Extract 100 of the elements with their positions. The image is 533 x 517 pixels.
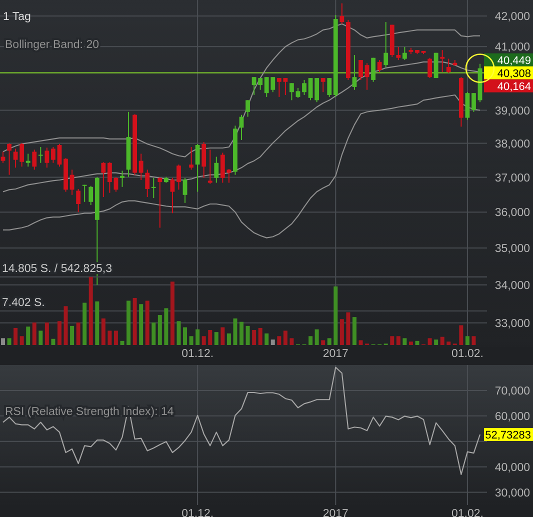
y-tick-label: 30,000 xyxy=(494,487,530,500)
bar xyxy=(51,338,56,345)
bar xyxy=(183,327,188,345)
y-tick-label: 34,000 xyxy=(494,280,530,292)
bar xyxy=(415,340,420,345)
x-tick-label: 01.12. xyxy=(182,348,214,360)
y-tick-label: 35,000 xyxy=(494,242,530,255)
candlestick xyxy=(314,78,320,103)
x-tick-label: 2017 xyxy=(322,348,348,360)
candlestick xyxy=(7,142,12,176)
bar xyxy=(340,319,344,345)
bar xyxy=(44,322,49,345)
candlestick xyxy=(145,169,150,198)
candlestick xyxy=(26,153,30,168)
candlestick xyxy=(290,82,294,101)
candlestick xyxy=(308,78,313,101)
x-tick-label: 01.02. xyxy=(451,508,484,517)
bar xyxy=(459,325,464,345)
bar xyxy=(233,318,238,345)
bar xyxy=(1,338,5,345)
bar xyxy=(76,322,80,345)
candlestick xyxy=(120,170,124,188)
candlestick xyxy=(340,2,344,24)
y-tick-label: 41,000 xyxy=(494,42,530,54)
bar xyxy=(120,340,124,345)
bar xyxy=(396,336,400,345)
candlestick xyxy=(371,57,376,82)
bar xyxy=(26,326,30,345)
candlestick xyxy=(202,141,206,178)
bar xyxy=(114,330,118,345)
bar xyxy=(352,317,356,345)
candlestick xyxy=(107,162,112,194)
candlestick xyxy=(384,22,388,68)
bar xyxy=(402,338,407,345)
bar xyxy=(472,336,476,345)
y-tick-label: 38,000 xyxy=(494,138,530,150)
bar xyxy=(390,336,394,345)
bar xyxy=(270,340,275,345)
candlestick xyxy=(189,146,194,170)
y-tick-label: 33,000 xyxy=(494,318,530,330)
candlestick xyxy=(51,146,56,164)
candlestick xyxy=(182,177,188,204)
candlestick xyxy=(214,156,219,184)
bar xyxy=(240,322,244,345)
annotation: 52,73283 xyxy=(485,429,531,442)
candlestick xyxy=(402,46,407,61)
line-series xyxy=(2,94,481,238)
candlestick xyxy=(246,100,250,118)
bar xyxy=(126,300,131,345)
bar xyxy=(158,315,162,345)
bar xyxy=(82,302,87,345)
candlestick xyxy=(57,143,62,168)
bar xyxy=(446,342,451,345)
candlestick xyxy=(296,87,300,98)
bar xyxy=(139,304,144,345)
candlestick xyxy=(440,50,445,73)
bar xyxy=(196,329,200,345)
bar xyxy=(145,300,150,345)
bar xyxy=(32,322,36,345)
y-tick-label: 42,000 xyxy=(494,10,530,23)
bar xyxy=(434,340,438,345)
bar xyxy=(70,326,74,345)
text: 40,449 xyxy=(497,54,531,67)
y-tick-label: 40,000 xyxy=(494,462,530,474)
candlestick xyxy=(320,78,326,93)
candlestick xyxy=(472,92,476,112)
candlestick xyxy=(76,188,81,213)
bar xyxy=(176,321,181,345)
candlestick xyxy=(138,153,144,180)
bar xyxy=(252,330,256,345)
bar xyxy=(132,298,137,345)
bar xyxy=(101,318,106,345)
bar xyxy=(308,336,313,345)
bar xyxy=(358,340,363,345)
bar xyxy=(258,328,262,345)
bar xyxy=(465,336,470,345)
y-tick-label: 36,000 xyxy=(494,207,530,220)
x-tick-label: 01.12. xyxy=(182,508,214,517)
bar xyxy=(346,312,350,345)
bar xyxy=(20,336,24,345)
candlestick xyxy=(352,54,357,90)
bar xyxy=(38,330,43,345)
candlestick xyxy=(32,149,37,170)
bar xyxy=(152,322,156,345)
bar xyxy=(108,330,112,345)
line-series xyxy=(2,366,481,476)
candlestick xyxy=(446,58,451,74)
text: 40,308 xyxy=(497,68,531,80)
candlestick xyxy=(364,62,370,90)
bar xyxy=(283,330,288,345)
bar xyxy=(264,333,269,345)
bar xyxy=(14,328,18,345)
bar xyxy=(290,338,294,345)
bar xyxy=(226,333,231,345)
candlestick xyxy=(88,185,94,206)
candlestick xyxy=(170,177,175,214)
candlestick xyxy=(358,60,363,80)
candlestick xyxy=(302,79,306,96)
bar xyxy=(202,336,206,345)
bar xyxy=(170,282,174,345)
